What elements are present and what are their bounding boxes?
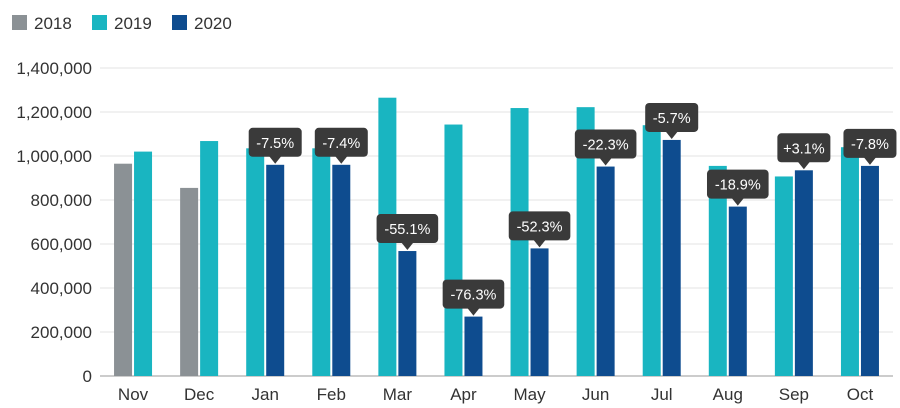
x-tick-label: Oct	[847, 385, 874, 404]
bar-2018-nov	[114, 163, 133, 376]
y-tick-label: 0	[83, 367, 92, 386]
change-callouts: -7.5% -7.4% -55.1% -76.3% -52.3% -22.3% -5.7% -…	[248, 102, 897, 316]
x-tick-label: Mar	[383, 385, 413, 404]
bar-2020-aug	[728, 206, 747, 376]
callout-box	[508, 211, 571, 241]
x-tick-label: Jul	[651, 385, 673, 404]
bar-2019-jun	[576, 107, 595, 376]
callout-label: -7.8%	[851, 137, 889, 153]
callout-pointer	[467, 308, 480, 316]
callout-box	[248, 127, 302, 157]
callout-pointer	[665, 131, 678, 139]
bar-2020-mar	[398, 251, 417, 376]
callout-label: -7.5%	[256, 136, 294, 152]
y-tick-label: 1,000,000	[16, 147, 92, 166]
y-tick-label: 400,000	[31, 279, 92, 298]
bars	[114, 97, 879, 376]
callout-box	[442, 279, 505, 309]
callout-mar: -55.1%	[376, 214, 439, 251]
legend-label-2020: 2020	[194, 14, 232, 33]
callout-pointer	[731, 198, 744, 206]
bar-2020-apr	[464, 316, 483, 376]
callout-jun: -22.3%	[574, 129, 637, 166]
callout-feb: -7.4%	[314, 127, 368, 164]
legend-swatch-2019	[92, 15, 107, 30]
bar-2020-may	[530, 248, 549, 376]
callout-pointer	[269, 156, 282, 164]
bar-2020-feb	[332, 164, 351, 376]
callout-box	[645, 102, 699, 132]
callout-label: -22.3%	[583, 138, 629, 154]
callout-apr: -76.3%	[442, 279, 505, 316]
bar-2019-nov	[134, 151, 153, 376]
callout-jul: -5.7%	[645, 102, 699, 139]
bar-2019-jan	[246, 148, 265, 376]
callout-box	[777, 133, 831, 163]
callout-label: -5.7%	[653, 111, 691, 127]
bar-2020-oct	[860, 165, 879, 376]
x-tick-label: Aug	[713, 385, 743, 404]
legend-swatch-2020	[172, 15, 187, 30]
bar-2018-dec	[180, 187, 199, 376]
callout-box	[574, 129, 637, 159]
callout-label: -55.1%	[384, 222, 430, 238]
y-axis: 0 200,000 400,000 600,000 800,000 1,000,000 1,…	[16, 59, 92, 386]
bar-2019-aug	[708, 165, 727, 376]
bar-2019-apr	[444, 124, 463, 376]
callout-label: -76.3%	[450, 288, 496, 304]
callout-may: -52.3%	[508, 211, 571, 248]
bar-2019-sep	[774, 176, 793, 376]
x-tick-label: Feb	[317, 385, 346, 404]
bar-2019-feb	[312, 148, 331, 376]
y-tick-label: 200,000	[31, 323, 92, 342]
callout-aug: -18.9%	[706, 169, 769, 206]
x-axis: Nov Dec Jan Feb Mar Apr May Jun Jul Aug Sep Oct	[118, 385, 874, 404]
bar-2019-oct	[840, 147, 859, 376]
bar-2019-jul	[642, 125, 661, 376]
bar-2020-sep	[794, 170, 813, 376]
callout-label: -52.3%	[517, 219, 563, 235]
y-tick-label: 1,400,000	[16, 59, 92, 78]
bar-2020-jun	[596, 166, 615, 376]
x-tick-label: Dec	[184, 385, 215, 404]
y-tick-label: 1,200,000	[16, 103, 92, 122]
callout-pointer	[533, 239, 546, 248]
callout-jan: -7.5%	[248, 127, 302, 164]
callout-pointer	[863, 157, 876, 165]
callout-box	[706, 169, 769, 199]
callout-pointer	[401, 242, 414, 251]
callout-box	[376, 214, 439, 244]
callout-pointer	[335, 156, 348, 164]
callout-sep: +3.1%	[777, 133, 831, 170]
legend-label-2018: 2018	[34, 14, 72, 33]
y-tick-label: 600,000	[31, 235, 92, 254]
bar-2020-jul	[662, 139, 681, 376]
legend-label-2019: 2019	[114, 14, 152, 33]
legend-swatch-2018	[12, 15, 27, 30]
legend: 2018 2019 2020	[12, 14, 232, 33]
x-tick-label: Sep	[779, 385, 809, 404]
x-tick-label: Nov	[118, 385, 149, 404]
callout-label: +3.1%	[783, 141, 825, 157]
bar-2019-may	[510, 108, 529, 376]
x-tick-label: May	[513, 385, 546, 404]
gridlines	[100, 67, 893, 377]
x-tick-label: Apr	[450, 385, 477, 404]
callout-box	[843, 128, 897, 158]
x-tick-label: Jan	[251, 385, 278, 404]
bar-2020-jan	[266, 164, 285, 376]
callout-label: -7.4%	[322, 136, 360, 152]
x-tick-label: Jun	[582, 385, 609, 404]
callout-oct: -7.8%	[843, 128, 897, 165]
callout-label: -18.9%	[715, 178, 761, 194]
callout-pointer	[797, 161, 810, 170]
callout-box	[314, 127, 368, 157]
callout-pointer	[599, 158, 612, 166]
bar-2019-dec	[200, 141, 219, 376]
y-tick-label: 800,000	[31, 191, 92, 210]
